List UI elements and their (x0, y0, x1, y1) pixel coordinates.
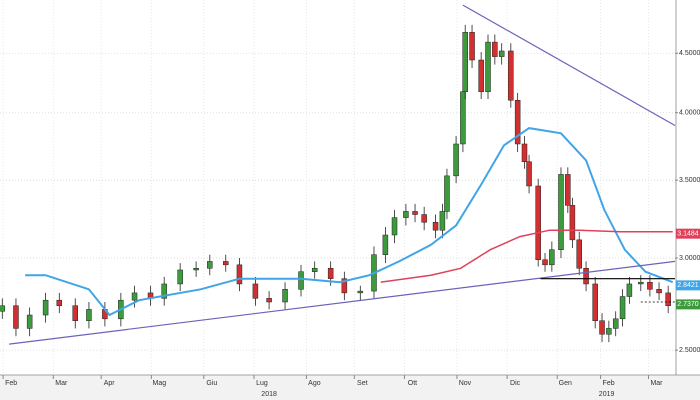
candle-body (56, 299, 63, 306)
overlay-line (25, 127, 674, 317)
candle-body (498, 50, 505, 57)
candle-body (514, 99, 521, 145)
candle-body (421, 214, 427, 223)
x-tick-label: Nov (459, 380, 472, 387)
x-tick-label: Giu (206, 380, 217, 387)
candle-body (599, 320, 605, 335)
candle-body (439, 211, 446, 231)
candle-body (282, 289, 288, 303)
x-tick-label: Set (357, 380, 368, 387)
last-value-box (676, 299, 700, 310)
candle-body (177, 269, 183, 285)
x-tick-label: Feb (5, 380, 17, 387)
candle-body (13, 305, 19, 329)
y-tick-label: 3.0000 (679, 255, 700, 262)
overlay-line (9, 260, 676, 345)
candle-body (86, 309, 92, 321)
candle-body (0, 305, 6, 312)
y-tick-label: 4.0000 (679, 110, 700, 117)
candle-body (444, 175, 450, 212)
candle-body (576, 239, 582, 269)
candle-body (647, 281, 653, 290)
candle-body (592, 283, 598, 321)
candle-body (462, 32, 468, 92)
candle-body (485, 41, 491, 92)
candle-body (453, 143, 459, 177)
y-tick-label: 3.5000 (679, 177, 700, 184)
candle-body (626, 283, 633, 297)
candle-body (665, 292, 671, 306)
candle-body (266, 298, 272, 303)
candle-body (432, 222, 439, 231)
candle-body (583, 268, 589, 285)
x-tick-label: Mag (153, 380, 167, 387)
candle-body (606, 328, 612, 335)
overlay-line (380, 229, 673, 283)
candle-body (382, 234, 389, 255)
candle-body (131, 292, 138, 301)
candle-body (207, 261, 213, 269)
year-label: 2019 (599, 391, 615, 398)
candle-body (327, 268, 334, 279)
candle-body (403, 211, 409, 218)
candle-body (412, 211, 418, 215)
x-tick-label: Dic (510, 380, 521, 387)
candle-body (298, 271, 304, 290)
candle-body (542, 259, 548, 266)
candle-body (638, 281, 644, 285)
last-value-label: 2.8421 (677, 282, 699, 289)
x-tick-label: Ott (408, 380, 417, 387)
candle-body (391, 217, 398, 236)
last-value-box (676, 228, 700, 239)
last-value-label: 3.1484 (677, 231, 699, 238)
x-tick-label: Mar (650, 380, 663, 387)
candle-body (526, 161, 532, 187)
candle-body (252, 283, 259, 299)
x-axis-band (0, 375, 700, 400)
last-value-label: 2.7370 (677, 301, 699, 308)
x-tick-label: Lug (256, 380, 268, 387)
candle-body (619, 296, 626, 320)
candle-body (236, 264, 243, 285)
candle-body (42, 299, 49, 316)
candle-body (161, 283, 167, 299)
candle-body (492, 41, 498, 57)
y-tick-label: 2.5000 (679, 347, 700, 354)
candle-body (478, 59, 484, 92)
last-value-box (676, 280, 700, 291)
candle-body (656, 289, 662, 294)
x-tick-label: Mar (55, 380, 68, 387)
y-tick-label: 4.5000 (679, 50, 700, 57)
candle-body (341, 278, 348, 294)
candle-body (521, 143, 528, 163)
year-label: 2018 (261, 391, 277, 398)
candle-body (72, 305, 79, 321)
candle-body (508, 50, 514, 101)
x-tick-label: Gen (559, 380, 572, 387)
candle-body (535, 185, 541, 260)
candle-body (193, 268, 199, 271)
candle-body (565, 174, 571, 206)
candle-body (460, 91, 466, 145)
candle-body (311, 268, 318, 272)
candle-body (357, 290, 364, 294)
overlay-line (462, 4, 676, 127)
candle-body (558, 174, 564, 250)
candle-body (569, 205, 576, 241)
x-tick-label: Feb (603, 380, 615, 387)
candle-body (469, 32, 475, 61)
candle-body (223, 261, 229, 266)
candle-body (549, 249, 555, 266)
x-tick-label: Apr (104, 380, 116, 387)
candle-body (612, 318, 619, 329)
x-tick-label: Ago (308, 380, 321, 387)
candle-body (26, 314, 33, 329)
